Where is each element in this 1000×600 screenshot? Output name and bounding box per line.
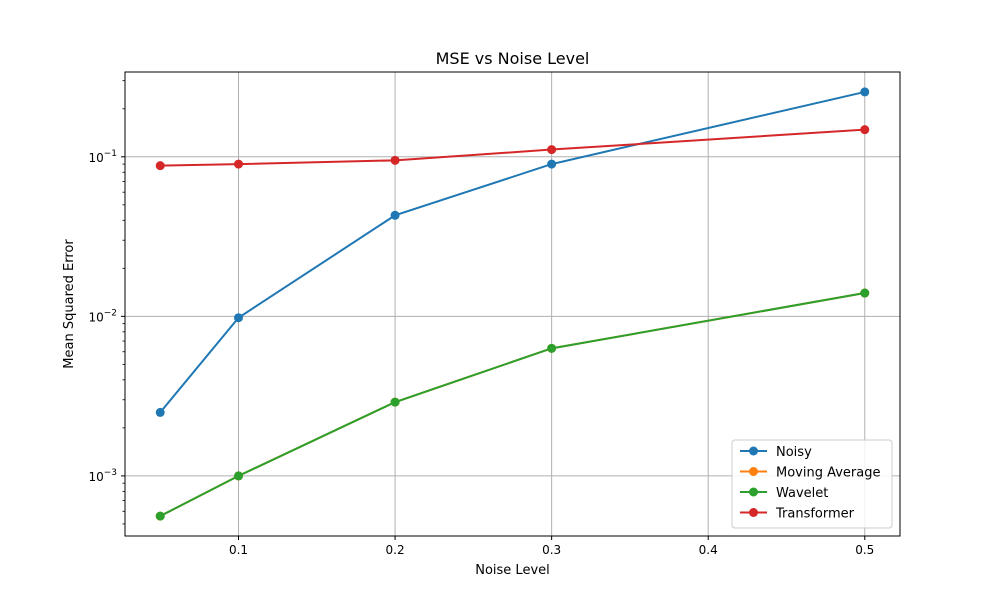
data-point (860, 125, 870, 135)
data-point (547, 343, 557, 353)
x-tick-label: 0.5 (855, 543, 874, 557)
y-tick-label: 10−2 (88, 308, 117, 324)
data-point (547, 159, 557, 169)
data-point (390, 155, 400, 165)
data-point (390, 210, 400, 220)
legend-marker (749, 508, 758, 517)
data-point (860, 87, 870, 97)
legend-frame (731, 439, 893, 529)
series-group (155, 87, 870, 521)
y-tick-label: 10−3 (88, 468, 117, 484)
legend-marker (749, 487, 758, 497)
legend: Noisy Moving Average Wavelet Transformer (731, 439, 893, 529)
chart-title: MSE vs Noise Level (436, 49, 590, 68)
y-tick-label: 10−1 (88, 149, 117, 165)
x-tick-label: 0.3 (542, 543, 561, 557)
series-wavelet (155, 288, 870, 521)
ticks: 0.1 0.2 0.3 0.4 0.5 10−3 10−2 10−1 (88, 80, 874, 557)
legend-marker (749, 467, 758, 476)
x-axis-label: Noise Level (475, 563, 550, 578)
x-tick-label: 0.2 (386, 543, 405, 557)
data-point (155, 511, 165, 521)
legend-marker (749, 446, 758, 456)
y-axis-label: Mean Squared Error (62, 239, 77, 369)
legend-entry-label: Wavelet (776, 486, 828, 501)
series-noisy (155, 87, 870, 417)
data-point (234, 471, 244, 481)
data-point (155, 161, 165, 171)
data-point (547, 145, 557, 155)
x-tick-label: 0.4 (699, 543, 718, 557)
plot-frame (124, 71, 901, 537)
data-point (234, 159, 244, 169)
data-point (860, 288, 870, 298)
legend-entry-label: Moving Average (776, 466, 880, 481)
series-transformer (155, 125, 870, 171)
data-point (390, 397, 400, 407)
data-point (155, 407, 165, 417)
data-point (234, 313, 244, 323)
legend-entry-label: Noisy (776, 445, 812, 460)
x-tick-label: 0.1 (229, 543, 248, 557)
legend-entry-label: Transformer (775, 507, 855, 522)
